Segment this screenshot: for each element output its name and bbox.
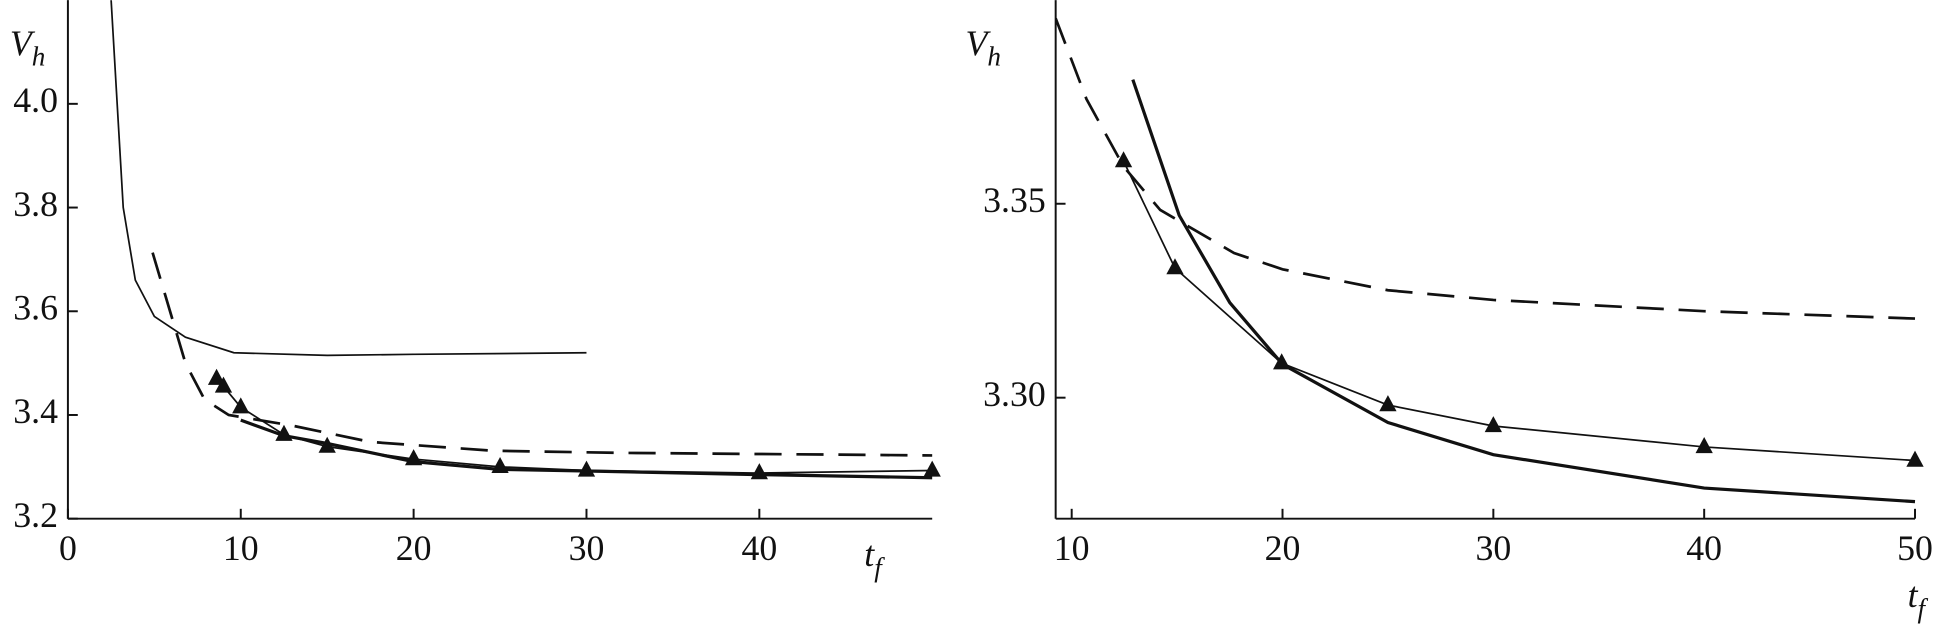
x-tick-label: 10	[1054, 528, 1090, 568]
marker	[1379, 395, 1397, 412]
marker	[577, 460, 596, 477]
marker	[750, 463, 768, 480]
series-line	[1122, 160, 1916, 462]
marker	[923, 460, 941, 477]
series-line	[1131, 79, 1916, 504]
marker	[1114, 151, 1133, 168]
y-axis-label-main: V	[10, 23, 36, 63]
y-axis-label-sub: h	[32, 42, 46, 72]
marker	[275, 424, 293, 441]
x-tick-label: 30	[569, 528, 605, 568]
y-tick-label: 3.8	[13, 184, 58, 224]
marker	[214, 376, 233, 393]
marker	[1484, 416, 1502, 433]
series-line	[1055, 17, 1916, 320]
series-line	[215, 378, 933, 474]
x-axis-label-sub: f	[1918, 594, 1929, 624]
panel: 0 10 20 30 40 3.2 3.4 3.6 3.8 4.0 tf Vh	[10, 0, 941, 583]
x-tick-label: 40	[741, 528, 777, 568]
x-axis-label-sub: f	[874, 553, 885, 583]
y-tick-label: 4.0	[13, 80, 58, 120]
y-axis-label: Vh	[10, 23, 45, 71]
x-tick-label: 0	[59, 528, 77, 568]
marker	[1906, 450, 1924, 467]
y-tick-label: 3.30	[983, 374, 1046, 414]
y-axis-label-sub: h	[987, 42, 1001, 72]
y-axis-label-main: V	[966, 23, 992, 63]
marker	[1166, 258, 1184, 275]
marker	[318, 436, 336, 453]
marker	[1695, 437, 1713, 454]
x-tick-label: 50	[1897, 528, 1933, 568]
x-tick-label: 20	[396, 528, 432, 568]
series-line	[151, 252, 933, 457]
y-tick-label: 3.35	[983, 180, 1046, 220]
marker	[207, 368, 226, 385]
x-axis-label-main: t	[864, 534, 875, 574]
y-tick-label: 3.2	[13, 495, 58, 535]
marker	[491, 456, 509, 474]
x-tick-label: 10	[223, 528, 259, 568]
series-line	[110, 0, 587, 357]
x-tick-label: 40	[1686, 528, 1722, 568]
y-axis-label: Vh	[966, 23, 1001, 71]
x-tick-label: 20	[1265, 528, 1301, 568]
x-tick-label: 30	[1475, 528, 1511, 568]
y-tick-label: 3.6	[13, 287, 58, 327]
x-axis-label-main: t	[1908, 575, 1919, 615]
x-axis-label: tf	[1908, 575, 1929, 623]
x-axis-label: tf	[864, 534, 885, 582]
marker	[232, 397, 250, 414]
marker	[404, 449, 423, 466]
y-tick-label: 3.4	[13, 391, 58, 431]
panel: 10 20 30 40 50 3.30 3.35 tf Vh	[966, 0, 1933, 624]
